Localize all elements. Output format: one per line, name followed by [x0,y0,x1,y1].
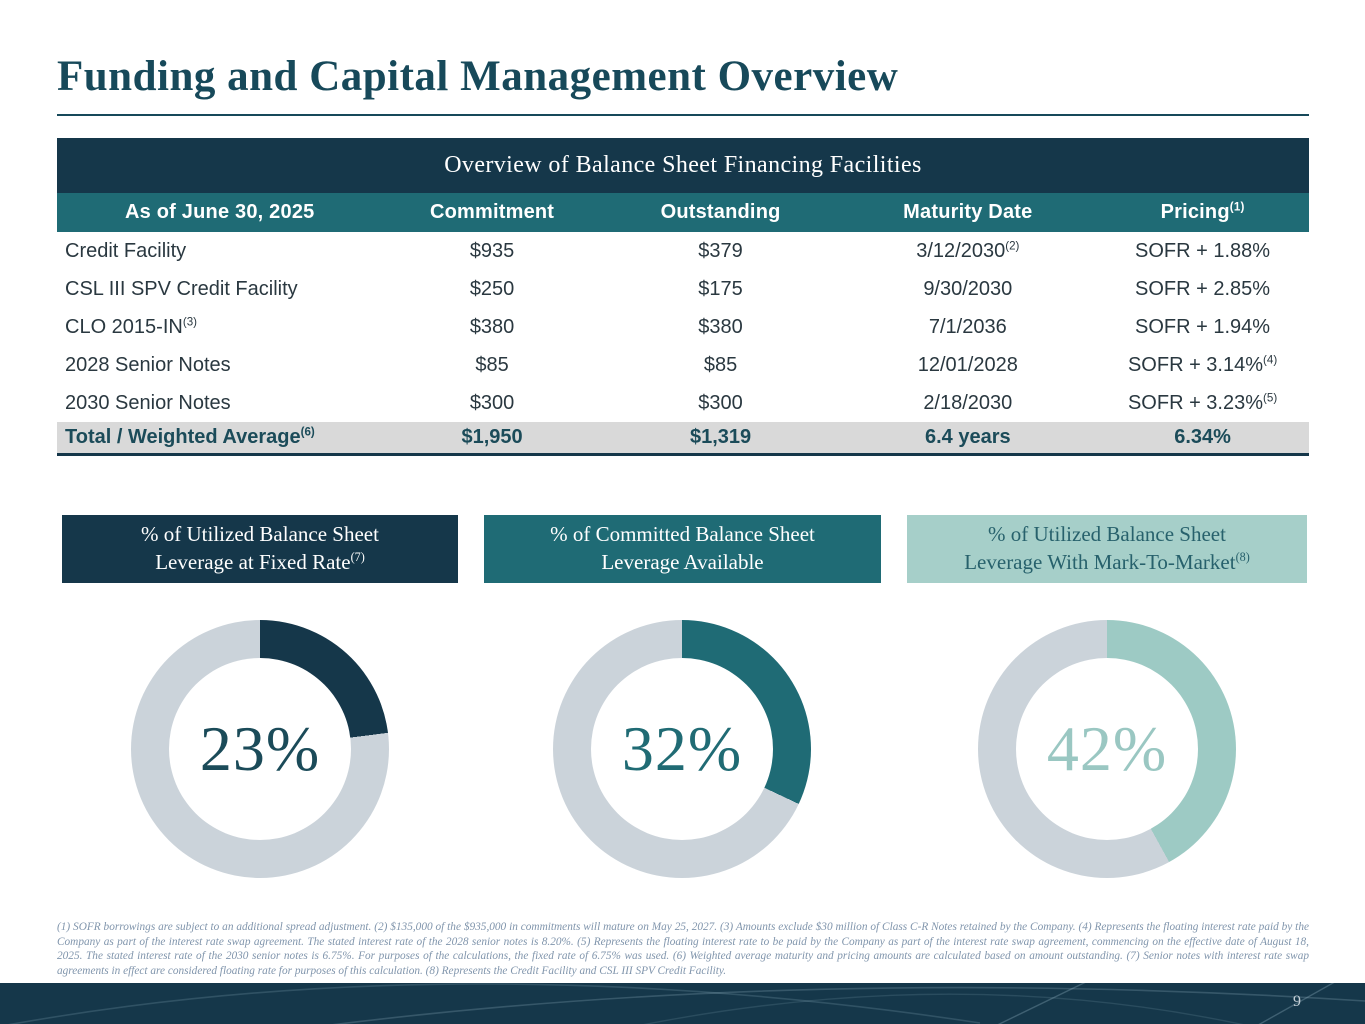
table-cell: $1,950 [382,422,602,453]
table-header-row: As of June 30, 2025 Commitment Outstanding… [57,193,1309,232]
page-number: 9 [1293,993,1301,1010]
table-cell: $1,319 [601,422,840,453]
page-title: Funding and Capital Management Overview [57,53,899,100]
table-cell: Pricing(1) [1096,193,1309,232]
table-total-row: Total / Weighted Average(6) $1,950 $1,319 6… [57,422,1309,453]
table-cell: 2/18/2030 [839,384,1097,422]
table-cell: $175 [601,270,840,308]
chart-header-line: % of Utilized Balance Sheet [141,522,379,547]
table-cell: $85 [601,346,840,384]
table-row: Credit Facility $935 $379 3/12/2030(2) SOFR … [57,232,1309,270]
table-cell: CSL III SPV Credit Facility [57,270,383,308]
table-cell: Total / Weighted Average(6) [57,422,383,453]
footnotes: (1) SOFR borrowings are subject to an ad… [57,921,1309,978]
table-cell: 12/01/2028 [839,346,1097,384]
donut-value-label: 32% [621,713,743,784]
donut-chart-fixed-rate: 23% [131,620,389,878]
bottom-bar: 9 [0,983,1365,1024]
table-cell: $300 [601,384,840,422]
table-row: 2028 Senior Notes $85 $85 12/01/2028 SOFR + … [57,346,1309,384]
table-cell: 9/30/2030 [839,270,1097,308]
table-cell: Outstanding [601,193,840,232]
table-cell: 7/1/2036 [839,308,1097,346]
table-cell: 6.4 years [839,422,1097,453]
chart-header-line: Leverage With Mark-To-Market(8) [964,550,1250,574]
table-cell: 6.34% [1096,422,1309,453]
table-cell: SOFR + 1.88% [1096,232,1309,270]
chart-header-line: Leverage Available [601,550,764,574]
table-cell: 3/12/2030(2) [839,232,1097,270]
table-cell: CLO 2015-IN(3) [57,308,383,346]
title-underline [57,114,1309,116]
table-cell: $935 [382,232,602,270]
donut-hole: 32% [591,658,773,840]
table-cell: Maturity Date [839,193,1097,232]
table-cell: Commitment [382,193,602,232]
table-body: Credit Facility $935 $379 3/12/2030(2) SOFR … [57,232,1309,422]
donut-value-label: 42% [1046,713,1168,784]
donut-value-label: 23% [199,713,321,784]
table-cell: 2028 Senior Notes [57,346,383,384]
financing-facilities-table: Overview of Balance Sheet Financing Faci… [57,138,1309,456]
chart-header-line: % of Utilized Balance Sheet [988,522,1226,547]
table-row: 2030 Senior Notes $300 $300 2/18/2030 SOFR +… [57,384,1309,422]
table-row: CSL III SPV Credit Facility $250 $175 9/30/… [57,270,1309,308]
chart-header-line: Leverage at Fixed Rate(7) [155,550,365,574]
donut-hole: 42% [1016,658,1198,840]
table-cell: SOFR + 1.94% [1096,308,1309,346]
table-cell: $380 [601,308,840,346]
table-cell: SOFR + 3.23%(5) [1096,384,1309,422]
table-cell: $380 [382,308,602,346]
chart-header-leverage-available: % of Committed Balance Sheet Leverage Av… [484,515,881,583]
table-row: CLO 2015-IN(3) $380 $380 7/1/2036 SOFR + 1.9… [57,308,1309,346]
chart-header-line: % of Committed Balance Sheet [550,522,815,547]
chart-header-mark-to-market: % of Utilized Balance Sheet Leverage Wit… [907,515,1307,583]
facilities-table: As of June 30, 2025 Commitment Outstanding… [57,193,1309,453]
swoosh-decoration [8,983,1365,1024]
donut-chart-mark-to-market: 42% [978,620,1236,878]
table-cell: $85 [382,346,602,384]
donut-hole: 23% [169,658,351,840]
table-cell: As of June 30, 2025 [57,193,383,232]
table-cell: 2030 Senior Notes [57,384,383,422]
table-cell: $250 [382,270,602,308]
table-cell: $300 [382,384,602,422]
table-cell: Credit Facility [57,232,383,270]
table-cell: SOFR + 3.14%(4) [1096,346,1309,384]
chart-header-fixed-rate: % of Utilized Balance Sheet Leverage at … [62,515,458,583]
table-title: Overview of Balance Sheet Financing Faci… [57,138,1309,193]
table-cell: SOFR + 2.85% [1096,270,1309,308]
table-cell: $379 [601,232,840,270]
donut-chart-leverage-available: 32% [553,620,811,878]
